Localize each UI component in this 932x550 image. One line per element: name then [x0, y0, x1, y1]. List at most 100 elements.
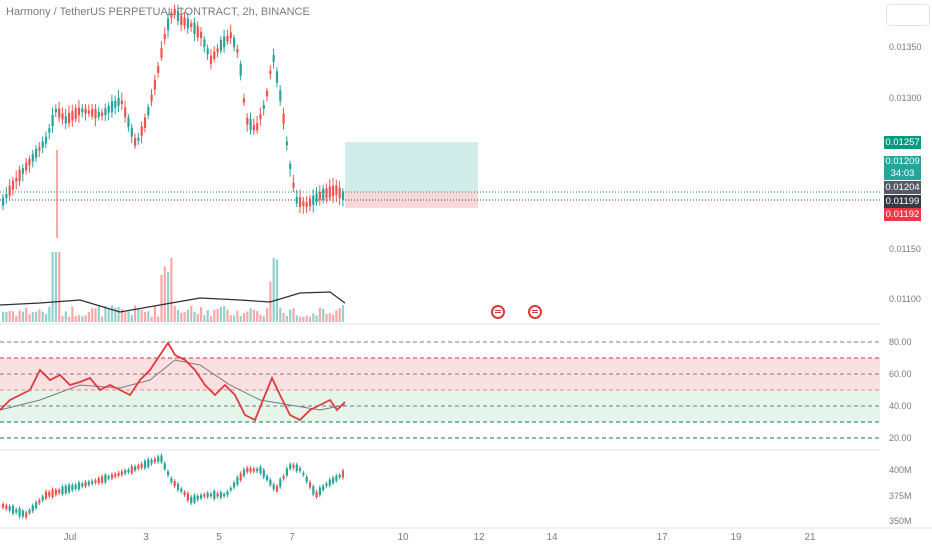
- volume-bar: [117, 307, 120, 322]
- indicator-candle: [114, 473, 117, 477]
- price-candle: [308, 198, 312, 207]
- indicator-candle: [209, 493, 213, 497]
- target-zone[interactable]: [345, 142, 478, 192]
- time-label: 19: [730, 532, 742, 543]
- price-candle: [269, 70, 272, 74]
- volume-bar: [332, 314, 335, 322]
- price-candle: [229, 32, 232, 39]
- price-candle: [58, 108, 61, 118]
- indicator-candle: [216, 493, 219, 497]
- price-candle: [127, 117, 130, 127]
- volume-bar: [308, 316, 312, 322]
- price-candle: [153, 79, 156, 90]
- rsi-pane[interactable]: [0, 341, 880, 439]
- price-candle: [25, 162, 28, 171]
- volume-bar: [335, 310, 338, 322]
- price-candle: [5, 194, 8, 199]
- indicator-candle: [8, 506, 11, 511]
- indicator-candle: [312, 486, 315, 495]
- price-candle: [11, 180, 15, 190]
- indicator-candle: [315, 491, 318, 498]
- current-price-tag[interactable]: 0.01209 34:03: [884, 156, 921, 180]
- volume-bar: [21, 311, 24, 322]
- indicator-candle: [341, 470, 345, 478]
- target-price-tag[interactable]: 0.01257: [884, 136, 921, 149]
- volume-bar: [193, 311, 196, 322]
- volume-bar: [147, 311, 150, 322]
- volume-bar: [163, 266, 166, 322]
- price-candle: [216, 48, 219, 53]
- volume-bar: [41, 311, 44, 322]
- price-candle: [236, 48, 239, 53]
- price-label: 0.01100: [889, 294, 921, 304]
- indicator-candle: [11, 505, 15, 514]
- price-candle: [48, 128, 51, 133]
- stop-price-tag[interactable]: 0.01192: [884, 208, 921, 221]
- price-candle: [21, 168, 24, 174]
- indicator-candle: [173, 481, 176, 487]
- indicator-candle: [77, 482, 81, 490]
- volume-bar: [28, 314, 31, 322]
- volume-bar: [203, 315, 206, 322]
- price-candle: [299, 197, 302, 207]
- indicator-candle: [308, 482, 312, 488]
- indicator-candle: [302, 472, 305, 475]
- price-candle: [180, 15, 183, 25]
- volume-bar: [127, 311, 130, 322]
- price-candle: [239, 64, 242, 76]
- volume-bar: [101, 316, 104, 322]
- volume-bar: [262, 316, 265, 322]
- price-candle: [140, 126, 143, 136]
- volume-bar: [157, 316, 160, 322]
- volume-bar: [279, 307, 282, 322]
- price-candle: [167, 18, 170, 31]
- price-candle: [176, 11, 180, 22]
- long-position-tool[interactable]: [345, 142, 478, 208]
- indicator-candle: [157, 456, 160, 462]
- price-candle: [61, 113, 64, 120]
- indicator-candle: [305, 476, 308, 482]
- indicator-candle: [134, 466, 137, 471]
- indicator-candle: [170, 478, 173, 483]
- indicator-candle: [140, 463, 143, 468]
- price-candle: [322, 188, 325, 200]
- price-candle: [160, 48, 163, 58]
- volume-bar: [81, 316, 84, 322]
- menu-button[interactable]: [886, 4, 930, 26]
- indicator-candle: [5, 505, 8, 509]
- indicator-candle: [338, 475, 341, 478]
- last-price-tag[interactable]: 0.01199: [884, 195, 921, 208]
- indicator-candle: [68, 484, 71, 493]
- volume-bar: [97, 306, 100, 322]
- price-candle: [262, 104, 265, 109]
- price-candle: [200, 31, 203, 39]
- price-candle: [275, 71, 279, 83]
- time-label: 17: [656, 532, 668, 543]
- price-candle: [193, 22, 196, 35]
- price-candle: [68, 112, 71, 124]
- price-candle: [285, 141, 288, 146]
- price-candles[interactable]: [2, 4, 345, 238]
- indicator-candle: [127, 469, 130, 472]
- indicator-candles[interactable]: [2, 453, 345, 520]
- us-flag-event-icon[interactable]: [528, 305, 542, 319]
- indicator-candle: [219, 492, 222, 498]
- price-candle: [249, 118, 252, 131]
- indicator-label: 375M: [889, 491, 912, 501]
- indicator-candle: [295, 464, 298, 472]
- indicator-candle: [256, 468, 259, 472]
- price-candle: [266, 90, 269, 97]
- us-flag-event-icon[interactable]: [491, 305, 505, 319]
- indicator-candle: [91, 481, 94, 484]
- indicator-candle: [269, 479, 272, 485]
- volume-bar: [150, 316, 153, 322]
- price-candle: [71, 111, 74, 121]
- indicator-candle: [226, 491, 229, 495]
- volume-bar: [5, 312, 8, 322]
- time-label: 7: [289, 532, 295, 543]
- volume-bar: [282, 312, 285, 322]
- indicator-candle: [289, 464, 292, 469]
- entry-price-tag[interactable]: 0.01204: [884, 181, 921, 194]
- indicator-candle: [272, 484, 275, 490]
